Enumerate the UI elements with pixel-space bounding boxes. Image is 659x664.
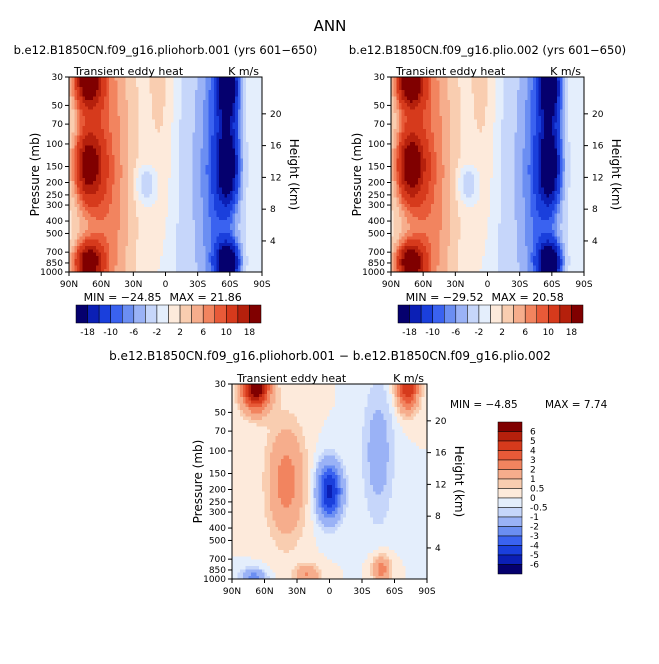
x-tick-label: 90S — [253, 280, 270, 290]
height-tick-label: 12 — [270, 173, 281, 183]
contour-panel-2: b.e12.B1850CN.f09_g16.plio.002 (yrs 601−… — [349, 43, 626, 304]
min-label: MIN = −24.85 — [84, 291, 162, 304]
y-tick-label: 30 — [52, 73, 64, 83]
x-tick-label: 60N — [92, 280, 110, 290]
y-tick-label: 300 — [46, 201, 63, 211]
y-axis-title: Pressure (mb) — [28, 133, 42, 217]
y-tick-label: 200 — [46, 178, 63, 188]
units-label: K m/s — [550, 65, 581, 78]
right-axis-title: Height (km) — [287, 139, 301, 210]
x-tick-label: 60S — [221, 280, 238, 290]
variable-label: Transient eddy heat — [395, 65, 506, 78]
height-tick-label: 16 — [270, 142, 282, 152]
max-label: MAX = 21.86 — [170, 291, 242, 304]
y-tick-label: 50 — [52, 101, 64, 111]
x-tick-label: 90N — [60, 280, 78, 290]
y-tick-label: 700 — [46, 248, 63, 258]
diff-panel-title: b.e12.B1850CN.f09_g16.pliohorb.001 − b.e… — [109, 349, 551, 363]
y-tick-label: 500 — [46, 229, 63, 239]
x-tick-label: 30N — [124, 280, 142, 290]
y-tick-label: 1000 — [40, 268, 63, 278]
figure-title: ANN — [314, 17, 347, 35]
height-tick-label: 20 — [270, 110, 282, 120]
y-tick-label: 150 — [46, 163, 63, 173]
x-tick-label: 30S — [189, 280, 206, 290]
panel-title: b.e12.B1850CN.f09_g16.plio.002 (yrs 601−… — [349, 43, 626, 57]
y-tick-label: 100 — [46, 140, 63, 150]
height-tick-label: 4 — [270, 237, 276, 247]
contour-panel-1: b.e12.B1850CN.f09_g16.pliohorb.001 (yrs … — [14, 43, 318, 304]
panel-title: b.e12.B1850CN.f09_g16.pliohorb.001 (yrs … — [14, 43, 318, 57]
units-label: K m/s — [228, 65, 259, 78]
height-tick-label: 8 — [270, 205, 276, 215]
y-tick-label: 70 — [52, 120, 64, 130]
y-tick-label: 400 — [46, 217, 63, 227]
y-tick-label: 250 — [46, 191, 63, 201]
variable-label: Transient eddy heat — [73, 65, 184, 78]
x-tick-label: 0 — [163, 280, 169, 290]
contour-field — [69, 77, 263, 273]
contour-field — [391, 77, 585, 273]
